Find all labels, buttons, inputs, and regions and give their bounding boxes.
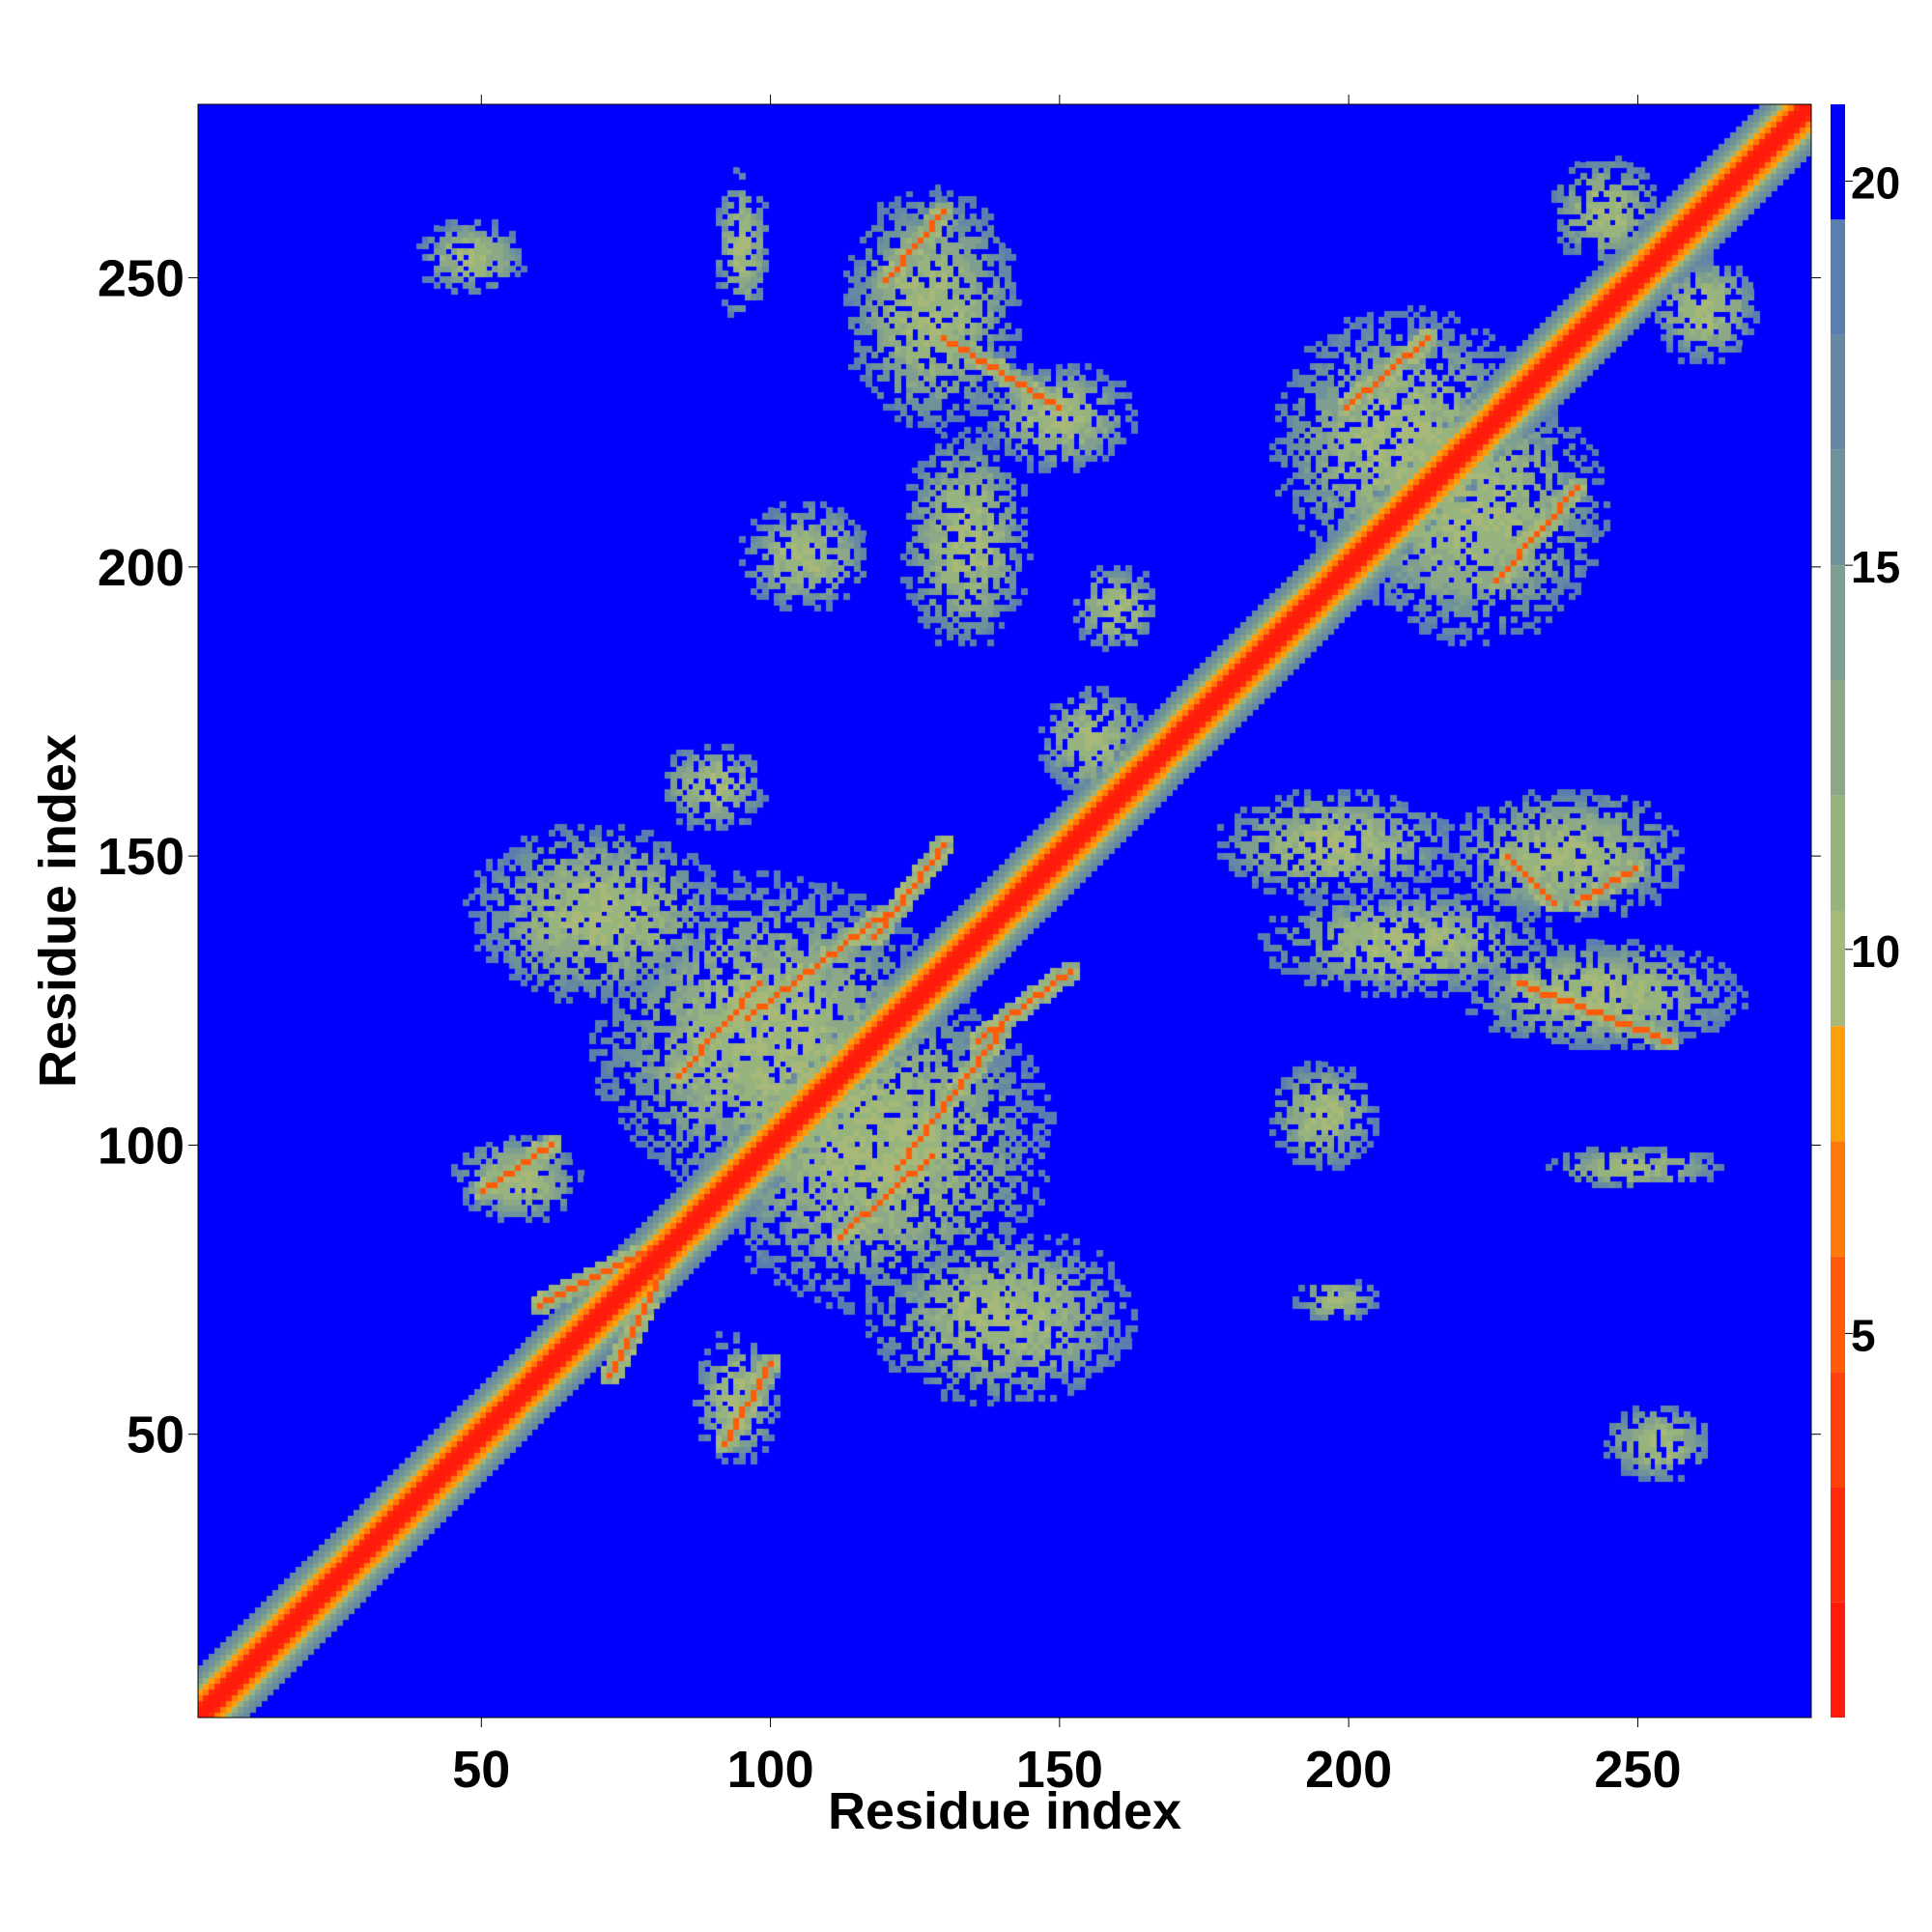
heatmap-cells [198, 104, 1811, 1718]
x-tick-label: 100 [727, 1741, 814, 1799]
colorbar-swatch [1831, 219, 1845, 335]
colorbar-swatch [1831, 565, 1845, 681]
colorbar-swatch [1831, 1602, 1845, 1718]
colorbar-swatch [1831, 1372, 1845, 1488]
y-axis: 50 100 150 200 250 [98, 250, 1821, 1464]
colorbar-swatch [1831, 911, 1845, 1027]
y-tick-label: 150 [98, 828, 185, 886]
colorbar-swatch [1831, 1256, 1845, 1373]
x-tick-label: 250 [1594, 1741, 1681, 1799]
colorbar-swatch [1831, 1141, 1845, 1257]
colorbar-tick-label: 15 [1851, 542, 1900, 592]
colorbar-swatch [1831, 449, 1845, 566]
y-tick-label: 100 [98, 1117, 185, 1175]
y-tick-label: 250 [98, 250, 185, 308]
colorbar-tick-label: 20 [1851, 158, 1900, 209]
colorbar-swatch [1831, 680, 1845, 796]
x-tick-label: 150 [1016, 1741, 1103, 1799]
y-tick-label: 200 [98, 539, 185, 597]
colorbar-tick-label: 5 [1851, 1310, 1876, 1360]
plot-frame [197, 103, 1812, 1719]
colorbar-tick-label: 10 [1851, 926, 1900, 977]
colorbar-swatch [1831, 1487, 1845, 1603]
colorbar-swatch [1831, 334, 1845, 450]
x-tick-label: 50 [452, 1741, 510, 1799]
colorbar: 5 10 15 20 [1831, 104, 1900, 1718]
heatmap [198, 104, 1811, 1718]
colorbar-swatch [1831, 795, 1845, 911]
colorbar-swatch [1831, 1026, 1845, 1142]
x-axis: 50 100 150 200 250 [452, 95, 1681, 1799]
x-tick-label: 200 [1305, 1741, 1392, 1799]
y-axis-title: Residue index [29, 734, 87, 1088]
y-tick-label: 50 [127, 1406, 185, 1464]
x-axis-title: Residue index [828, 1782, 1181, 1840]
colorbar-swatch [1831, 104, 1845, 220]
